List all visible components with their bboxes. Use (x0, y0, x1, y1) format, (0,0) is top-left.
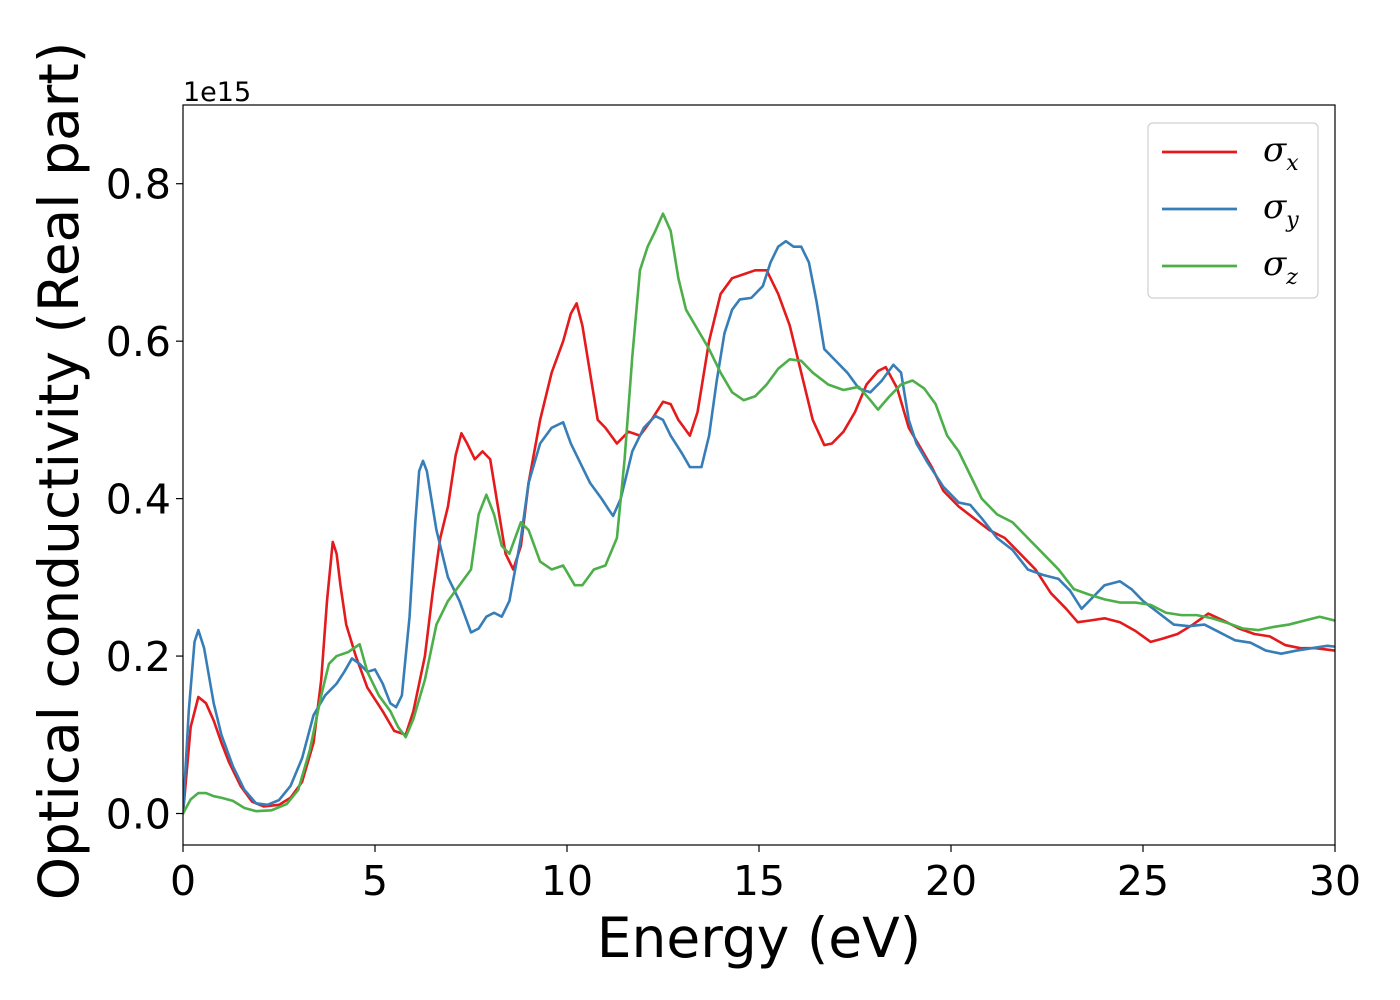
x-tick-label: 25 (1117, 857, 1169, 905)
x-axis: 0 5 10 15 20 25 30 (170, 845, 1361, 905)
x-tick-label: 0 (170, 857, 196, 905)
y-tick-label: 0.8 (106, 161, 171, 209)
y-tick-label: 0.2 (106, 633, 171, 681)
legend-label-z: σz (1263, 244, 1298, 290)
legend-label-x: σx (1263, 130, 1299, 176)
series-line-x (183, 269, 1335, 815)
legend-label-y: σy (1263, 187, 1299, 233)
y-tick-label: 0.6 (106, 318, 171, 366)
legend: σx σy σz (1147, 122, 1319, 299)
x-axis-title: Energy (eV) (597, 906, 921, 970)
x-tick-label: 20 (925, 857, 977, 905)
x-tick-label: 30 (1309, 857, 1361, 905)
y-tick-label: 0.4 (106, 476, 171, 524)
y-offset-label: 1e15 (183, 77, 251, 108)
series-layer (183, 212, 1335, 815)
series-line-z (183, 212, 1335, 815)
x-tick-label: 10 (541, 857, 593, 905)
y-tick-label: 0.0 (106, 791, 171, 839)
y-axis-title: Optical conductivity (Real part) (27, 42, 91, 901)
x-tick-label: 5 (362, 857, 388, 905)
y-axis: 0.0 0.2 0.4 0.6 0.8 (106, 161, 183, 839)
x-tick-label: 15 (733, 857, 785, 905)
legend-box (1147, 122, 1319, 299)
series-line-y (183, 239, 1335, 815)
